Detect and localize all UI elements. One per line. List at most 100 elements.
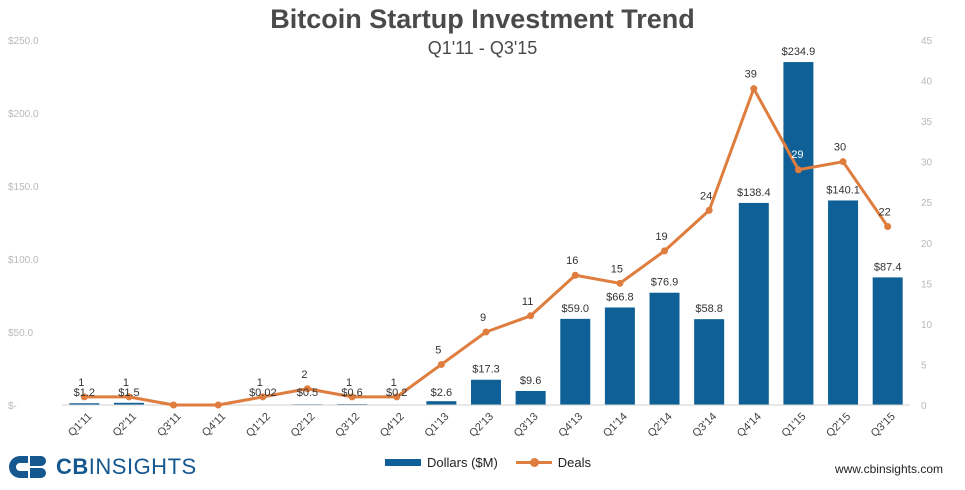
right-axis-tick-label: 15 [921,279,933,290]
right-axis-tick-label: 45 [921,36,933,47]
left-axis-tick-label: $- [8,401,17,412]
x-axis-tick-label: Q2'14 [646,411,675,440]
bar [560,318,591,405]
deal-value-label: 1 [78,377,84,389]
right-axis-tick-label: 5 [921,360,927,371]
deals-point [482,328,490,336]
x-axis-tick-label: Q1'11 [66,411,94,439]
bar-value-labels: $1.2 $1.5 $0.02 $0.5 $0.6 $0.2 $2.6 $17.3 $9.6 $5… [74,46,902,399]
bar [738,202,769,405]
bar-series [69,62,903,406]
bar-value-label: $138.4 [737,187,771,199]
bar [113,402,144,405]
right-axis-tick-label: 30 [921,158,933,169]
x-axis-tick-label: Q1'14 [601,411,630,440]
bar [783,62,814,406]
deals-point [437,360,445,368]
brand-name-rest: INSIGHTS [88,454,197,479]
x-axis-tick-label: Q3'14 [690,411,719,440]
x-axis-tick-label: Q4'14 [735,411,764,440]
deals-point [661,247,669,255]
right-axis-tick-label: 40 [921,77,933,88]
deal-value-label: 22 [879,207,891,219]
x-axis-tick-label: Q4'12 [378,411,407,440]
x-axis-tick-label: Q4'13 [556,411,585,440]
deal-value-label: 15 [611,263,623,275]
bar [604,307,635,405]
x-axis-tick-label: Q4'11 [200,411,228,439]
x-axis-tick-label: Q1'12 [244,411,273,440]
bar [872,277,903,405]
bar-value-label: $1.5 [118,387,139,399]
deals-point [839,158,847,166]
website-url: www.cbinsights.com [834,462,943,476]
bar-value-label: $0.5 [297,387,318,399]
x-axis-tick-label: Q2'11 [111,411,139,439]
bar [649,292,680,405]
legend: Dollars ($M) Deals [385,455,591,470]
deals-point [170,401,178,409]
bar-value-label: $76.9 [651,277,679,289]
bar-value-label: $2.6 [431,387,452,399]
legend-bar-swatch [385,459,421,466]
legend-item-deals: Deals [557,455,592,470]
right-axis-tick-label: 0 [921,401,927,412]
x-axis-tick-label: Q1'13 [422,411,451,440]
x-axis-tick-label: Q3'15 [869,411,898,440]
deals-point [303,385,311,393]
chart-title: Bitcoin Startup Investment Trend [270,4,695,34]
left-axis-tick-label: $200.0 [8,109,39,120]
left-axis: $- $50.0 $100.0 $150.0 $200.0 $250.0 [8,36,39,412]
deal-value-label: 30 [834,142,846,154]
right-axis-tick-label: 25 [921,198,933,209]
deal-value-label: 39 [745,69,757,81]
bar-value-label: $17.3 [472,364,500,376]
right-axis-tick-label: 20 [921,239,933,250]
deals-point [214,401,222,409]
bar-value-label: $58.8 [695,303,723,315]
deal-value-label: 11 [522,296,533,308]
bar [426,401,457,405]
bar-value-label: $87.4 [874,261,902,273]
legend-item-dollars: Dollars ($M) [427,455,498,470]
deals-point [125,393,133,401]
bar-value-label: $0.02 [249,387,277,399]
deals-point [348,393,356,401]
right-axis: 0 5 10 15 20 25 30 35 40 45 [921,36,933,412]
bar [69,403,100,405]
legend-line-swatch [515,458,552,467]
bar [471,379,501,405]
cb-logo-icon [8,454,52,480]
x-axis-tick-label: Q3'13 [512,411,541,440]
x-axis-tick-label: Q2'15 [824,411,853,440]
deal-value-label: 19 [655,231,667,243]
deals-point [750,85,758,93]
deal-value-label: 16 [566,255,578,267]
bar-value-label: $1.2 [74,387,95,399]
chart: $-$50.0$100.0$150.0$200.0$250.0 05101520… [8,36,933,440]
bar [694,319,725,405]
bar-value-label: $66.8 [606,291,634,303]
bar-value-label: $59.0 [561,303,589,315]
left-axis-tick-label: $250.0 [8,36,39,47]
bar-value-label: $0.6 [341,387,362,399]
left-axis-tick-label: $100.0 [8,255,39,266]
deals-point [705,206,713,214]
x-axis: Q1'11 Q2'11 Q3'11 Q4'11 Q1'12 Q2'12 Q3'12 Q4'12… [66,411,898,440]
bar-value-label: $140.1 [826,184,860,196]
deal-value-label: 24 [700,190,712,202]
deals-point [527,312,535,320]
right-axis-tick-label: 35 [921,117,933,128]
bar-value-label: $234.9 [782,46,816,58]
left-axis-tick-label: $50.0 [8,328,33,339]
deals-point [80,393,88,401]
bar-value-label: $0.2 [386,387,407,399]
x-axis-tick-label: Q1'15 [780,411,809,440]
deal-value-label: 1 [123,377,129,389]
deals-point [616,279,624,287]
x-axis-tick-label: Q3'11 [155,411,183,439]
bar [828,200,859,405]
deals-point [393,393,401,401]
x-axis-tick-label: Q2'13 [467,411,496,440]
deal-value-label: 9 [480,312,486,324]
